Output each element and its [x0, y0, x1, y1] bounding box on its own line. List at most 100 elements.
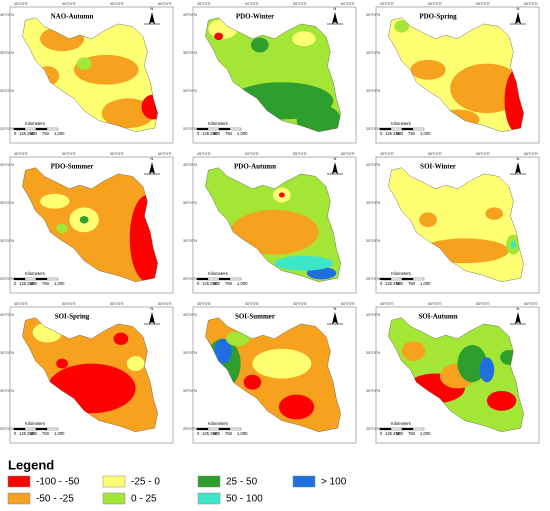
country-outline	[205, 17, 341, 133]
longitude-label: 50°0'0"E	[245, 152, 259, 156]
scale-label: 1,000	[237, 281, 248, 286]
longitude-label: 55°0'0"E	[293, 2, 307, 6]
scale-label: 125 250	[202, 281, 218, 286]
scale-label: 500	[213, 431, 221, 436]
latitude-label: 25°0'0"N	[183, 277, 197, 281]
latitude-label: 40°0'0"N	[0, 313, 14, 317]
scale-segment	[412, 277, 425, 281]
latitude-label: 35°0'0"N	[183, 351, 197, 355]
scale-label: 1,000	[54, 281, 65, 286]
scale-segment	[379, 127, 392, 131]
scale-segment	[24, 127, 37, 131]
north-label: N	[517, 6, 520, 11]
scale-segment	[401, 127, 414, 131]
zone	[230, 209, 319, 255]
latitude-label: 30°0'0"N	[0, 239, 14, 243]
latitude-label: 35°0'0"N	[366, 51, 380, 55]
scale-label: 750	[42, 281, 50, 286]
country-outline	[388, 317, 524, 433]
longitude-label: 55°0'0"E	[476, 152, 490, 156]
longitude-label: 45°0'0"E	[14, 152, 28, 156]
scale-title: Kilometers	[208, 121, 228, 126]
scale-label: 500	[396, 131, 404, 136]
zone	[214, 338, 232, 364]
north-label: N	[517, 156, 520, 161]
scale-title: Kilometers	[391, 421, 411, 426]
scale-label: 750	[225, 431, 233, 436]
scale-label: 750	[42, 431, 50, 436]
zone	[292, 31, 316, 47]
scale-segment	[35, 427, 48, 431]
panel-title: SOI-Spring	[55, 313, 90, 321]
panel-title: PDO-Summer	[51, 163, 94, 171]
longitude-label: 45°0'0"E	[380, 152, 394, 156]
longitude-label: 45°0'0"E	[14, 2, 28, 6]
north-label: N	[334, 6, 337, 11]
scale-label: 750	[225, 131, 233, 136]
zone	[126, 356, 145, 372]
longitude-label: 60°0'0"E	[158, 302, 172, 306]
latitude-label: 25°0'0"N	[0, 127, 14, 131]
zone	[510, 240, 517, 249]
longitude-label: 45°0'0"E	[380, 302, 394, 306]
scale-segment	[207, 127, 220, 131]
scale-label: 125 250	[19, 131, 35, 136]
longitude-label: 50°0'0"E	[428, 152, 442, 156]
legend-label: > 100	[321, 477, 347, 488]
legend-swatch	[197, 475, 221, 488]
longitude-label: 55°0'0"E	[110, 2, 124, 6]
zone	[101, 98, 155, 129]
panel-title: PDO-Spring	[419, 13, 457, 21]
longitude-label: 50°0'0"E	[245, 2, 259, 6]
scale-label: 0	[380, 131, 383, 136]
latitude-label: 40°0'0"N	[366, 313, 380, 317]
scale-label: 0	[380, 281, 383, 286]
scale-segment	[13, 277, 26, 281]
zone	[419, 212, 437, 228]
scale-label: 1,000	[54, 131, 65, 136]
country-outline	[205, 317, 341, 433]
legend-swatch	[102, 475, 126, 488]
scale-label: 125 250	[385, 431, 401, 436]
latitude-label: 30°0'0"N	[366, 89, 380, 93]
longitude-label: 50°0'0"E	[62, 302, 76, 306]
scale-title: Kilometers	[25, 271, 45, 276]
latitude-label: 35°0'0"N	[183, 51, 197, 55]
scale-segment	[390, 127, 403, 131]
map-panel: 45°0'0"E 50°0'0"E 55°0'0"E 60°0'0"E 40°0'0"N…	[366, 152, 540, 294]
scale-segment	[207, 277, 220, 281]
latitude-label: 40°0'0"N	[183, 163, 197, 167]
map-panel: 45°0'0"E 50°0'0"E 55°0'0"E 60°0'0"E 40°0'0"N…	[366, 2, 540, 144]
zone	[486, 390, 517, 411]
scale-segment	[218, 427, 231, 431]
latitude-label: 40°0'0"N	[366, 13, 380, 17]
north-label: N	[151, 6, 154, 11]
scale-label: 125 250	[19, 431, 35, 436]
scale-label: 0	[197, 431, 200, 436]
map-panel: 45°0'0"E 50°0'0"E 55°0'0"E 60°0'0"E 40°0'0"N…	[183, 302, 357, 444]
latitude-label: 40°0'0"N	[366, 163, 380, 167]
longitude-label: 50°0'0"E	[62, 2, 76, 6]
north-label: N	[151, 306, 154, 311]
scale-segment	[196, 277, 209, 281]
north-label: N	[334, 306, 337, 311]
latitude-label: 35°0'0"N	[366, 201, 380, 205]
zone	[457, 345, 487, 383]
scale-label: 750	[42, 131, 50, 136]
latitude-label: 35°0'0"N	[183, 201, 197, 205]
country-outline	[388, 17, 524, 133]
latitude-label: 35°0'0"N	[0, 51, 14, 55]
scale-label: 500	[396, 281, 404, 286]
country-outline	[22, 167, 158, 283]
north-label: N	[334, 156, 337, 161]
scale-segment	[46, 127, 59, 131]
scale-segment	[46, 427, 59, 431]
map-panel: 45°0'0"E 50°0'0"E 55°0'0"E 60°0'0"E 40°0'0"N…	[183, 152, 357, 294]
longitude-label: 45°0'0"E	[197, 2, 211, 6]
latitude-label: 35°0'0"N	[0, 201, 14, 205]
scale-label: 0	[197, 281, 200, 286]
latitude-label: 30°0'0"N	[183, 239, 197, 243]
scale-label: 500	[30, 431, 38, 436]
scale-label: 1,000	[237, 431, 248, 436]
